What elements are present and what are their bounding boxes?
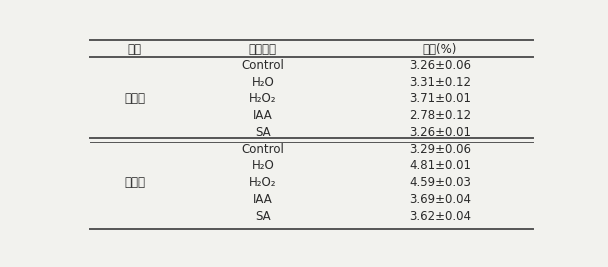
Text: H₂O₂: H₂O₂ (249, 92, 277, 105)
Text: SA: SA (255, 210, 271, 222)
Text: H₂O: H₂O (252, 159, 274, 172)
Text: 3.69±0.04: 3.69±0.04 (409, 193, 471, 206)
Text: Control: Control (241, 143, 285, 156)
Text: 3.31±0.12: 3.31±0.12 (409, 76, 471, 89)
Text: 금실찰: 금실찰 (124, 92, 145, 105)
Text: 3.71±0.01: 3.71±0.01 (409, 92, 471, 105)
Text: 발아처리: 발아처리 (249, 43, 277, 56)
Text: 3.26±0.06: 3.26±0.06 (409, 59, 471, 72)
Text: IAA: IAA (253, 109, 273, 122)
Text: 4.59±0.03: 4.59±0.03 (409, 176, 471, 189)
Text: 4.81±0.01: 4.81±0.01 (409, 159, 471, 172)
Text: 2.78±0.12: 2.78±0.12 (409, 109, 471, 122)
Text: 품종: 품종 (128, 43, 142, 56)
Text: H₂O₂: H₂O₂ (249, 176, 277, 189)
Text: Control: Control (241, 59, 285, 72)
Text: 3.62±0.04: 3.62±0.04 (409, 210, 471, 222)
Text: 3.29±0.06: 3.29±0.06 (409, 143, 471, 156)
Text: 이백찰: 이백찰 (124, 176, 145, 189)
Text: 수율(%): 수율(%) (423, 43, 457, 56)
Text: IAA: IAA (253, 193, 273, 206)
Text: H₂O: H₂O (252, 76, 274, 89)
Text: 3.26±0.01: 3.26±0.01 (409, 126, 471, 139)
Text: SA: SA (255, 126, 271, 139)
